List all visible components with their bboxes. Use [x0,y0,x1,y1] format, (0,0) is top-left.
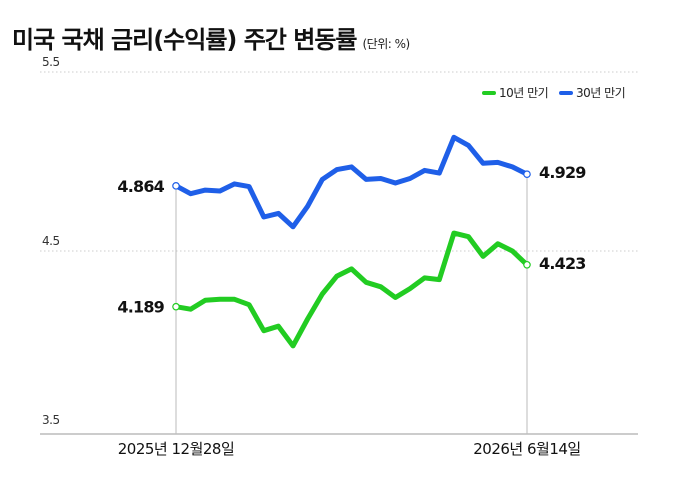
x-tick-label: 2026년 6월14일 [473,440,580,458]
end-value-label-30y: 4.929 [539,163,586,182]
legend-label-30y: 30년 만기 [576,86,625,100]
endpoint-marker-30y [523,170,531,179]
endpoint-marker-10y [172,302,180,311]
end-value-label-10y: 4.423 [539,254,586,273]
y-tick-label: 5.5 [42,55,60,69]
legend-label-10y: 10년 만기 [499,86,548,100]
start-value-label-30y: 4.864 [117,177,164,196]
chart-title-block: 미국 국채 금리(수익률) 주간 변동률 (단위: %) [12,20,672,60]
series-line-30y [173,134,530,230]
endpoint-marker-30y [172,182,180,190]
y-tick-label: 4.5 [42,234,60,248]
series-line-10y [173,230,530,349]
chart-title: 미국 국채 금리(수익률) 주간 변동률 [12,26,357,54]
y-tick-label: 3.5 [42,413,60,427]
unit-note: (단위: %) [362,37,410,51]
endpoint-marker-10y [523,260,531,269]
start-value-label-10y: 4.189 [117,298,164,317]
x-tick-label: 2025년 12월28일 [118,440,235,458]
